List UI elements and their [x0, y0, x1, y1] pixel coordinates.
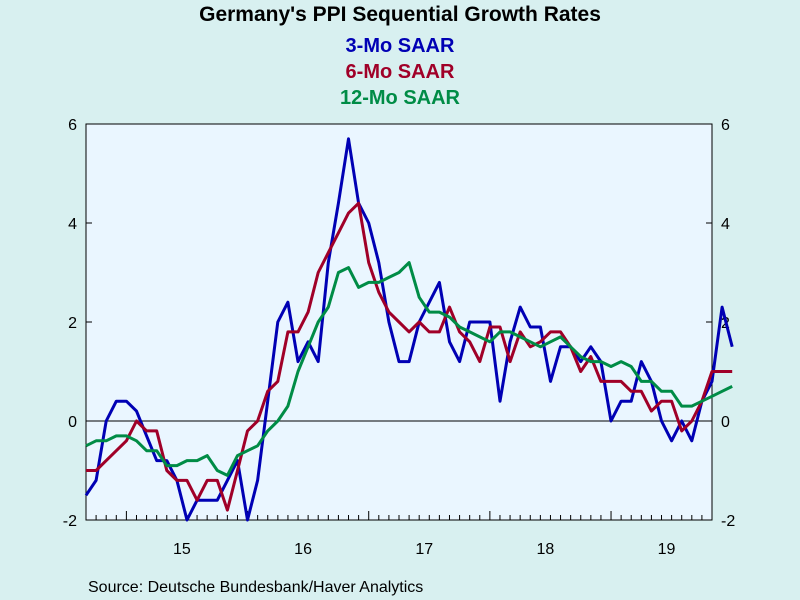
axis-ticks: -2 -20 02 24 46 615 16 17 18 19	[63, 117, 736, 558]
y-tick-label-left: 2	[68, 315, 77, 332]
y-tick-label-left: 6	[68, 117, 77, 134]
x-tick-label: 17	[415, 541, 433, 558]
series-line	[84, 137, 734, 522]
chart-title: Germany's PPI Sequential Growth Rates	[199, 3, 601, 26]
legend-entry: 12-Mo SAAR	[340, 87, 461, 109]
y-tick-label-left: 0	[68, 414, 77, 431]
x-tick-label: 16	[294, 541, 312, 558]
y-tick-label-right: 0	[721, 414, 730, 431]
source-note: Source: Deutsche Bundesbank/Haver Analyt…	[88, 579, 423, 596]
x-tick-label: 19	[658, 541, 676, 558]
x-tick-label: 15	[173, 541, 191, 558]
y-tick-label-left: -2	[63, 513, 77, 530]
series-line	[85, 261, 733, 477]
series-line	[86, 201, 733, 512]
y-tick-label-right: -2	[721, 513, 735, 530]
y-tick-label-right: 6	[721, 117, 730, 134]
y-tick-label-left: 4	[68, 216, 77, 233]
y-tick-label-right: 4	[721, 216, 730, 233]
legend-entry: 6-Mo SAAR	[346, 61, 455, 83]
legend: 3-Mo SAAR 6-Mo SAAR 12-Mo SAAR	[340, 35, 461, 109]
series-group	[84, 137, 734, 522]
legend-entry: 3-Mo SAAR	[346, 35, 455, 57]
x-tick-label: 18	[537, 541, 555, 558]
